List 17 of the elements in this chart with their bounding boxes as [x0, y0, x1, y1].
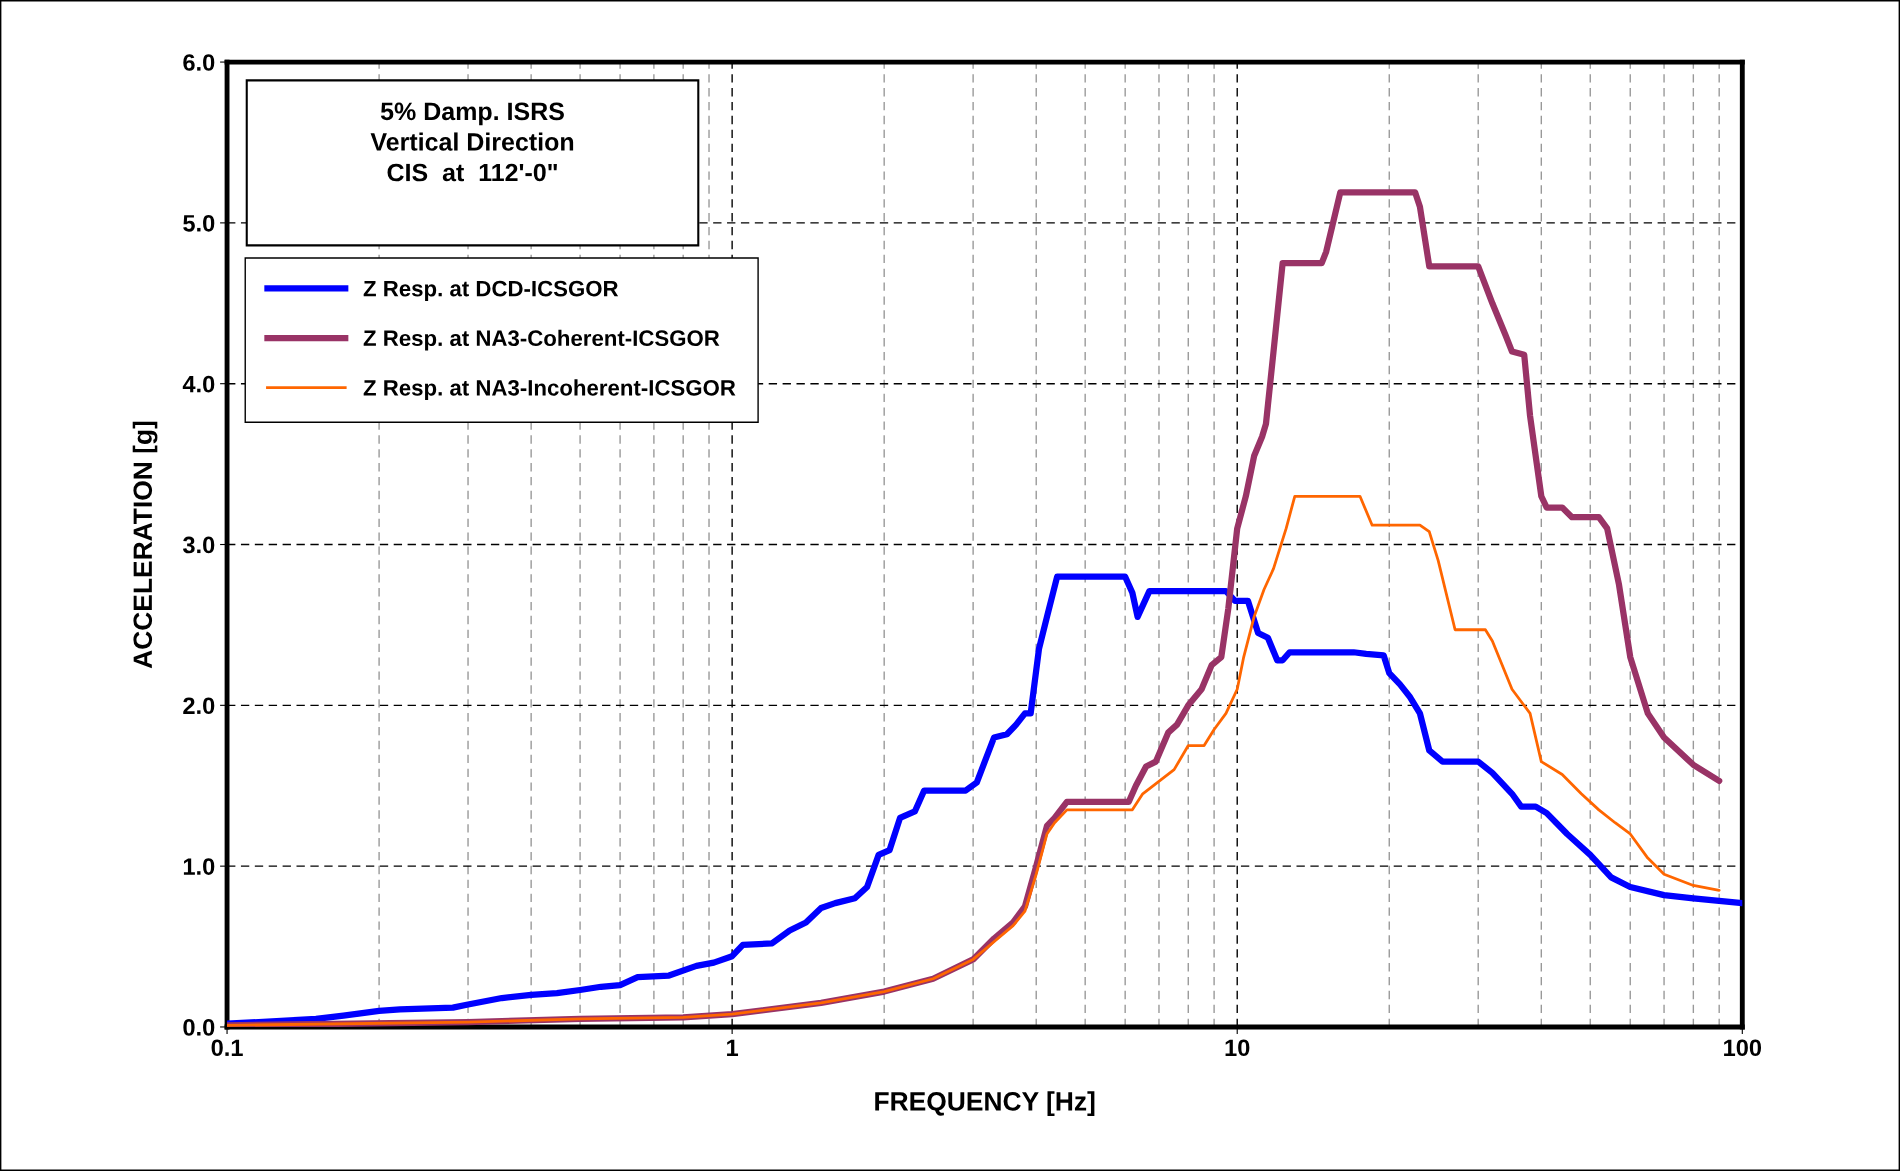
x-tick-label: 100 — [1724, 1039, 1762, 1057]
x-axis-title: FREQUENCY [Hz] — [875, 1091, 1095, 1116]
y-tick-label: 3.0 — [182, 536, 215, 554]
y-tick-label: 4.0 — [182, 375, 215, 393]
legend-label: Z Resp. at NA3-Coherent-ICSGOR — [363, 329, 720, 351]
y-tick-label: 6.0 — [183, 54, 215, 71]
legend-label: Z Resp. at DCD-ICSGOR — [363, 280, 619, 301]
legend-label: Z Resp. at NA3-Incoherent-ICSGOR — [363, 379, 736, 401]
y-tick-label: 5.0 — [183, 214, 215, 232]
y-tick-label: 1.0 — [183, 858, 215, 875]
x-tick-label: 10 — [1225, 1039, 1250, 1057]
y-axis-title: ACCELERATION [g] — [132, 421, 158, 669]
y-tick-label: 0.0 — [183, 1019, 215, 1036]
x-tick-label: 0.1 — [211, 1039, 243, 1057]
y-tick-label: 2.0 — [183, 697, 215, 715]
x-tick-label: 1 — [727, 1039, 739, 1056]
annotation: 5% Damp. ISRS Vertical Direction CIS at 112'-0" — [370, 102, 574, 182]
